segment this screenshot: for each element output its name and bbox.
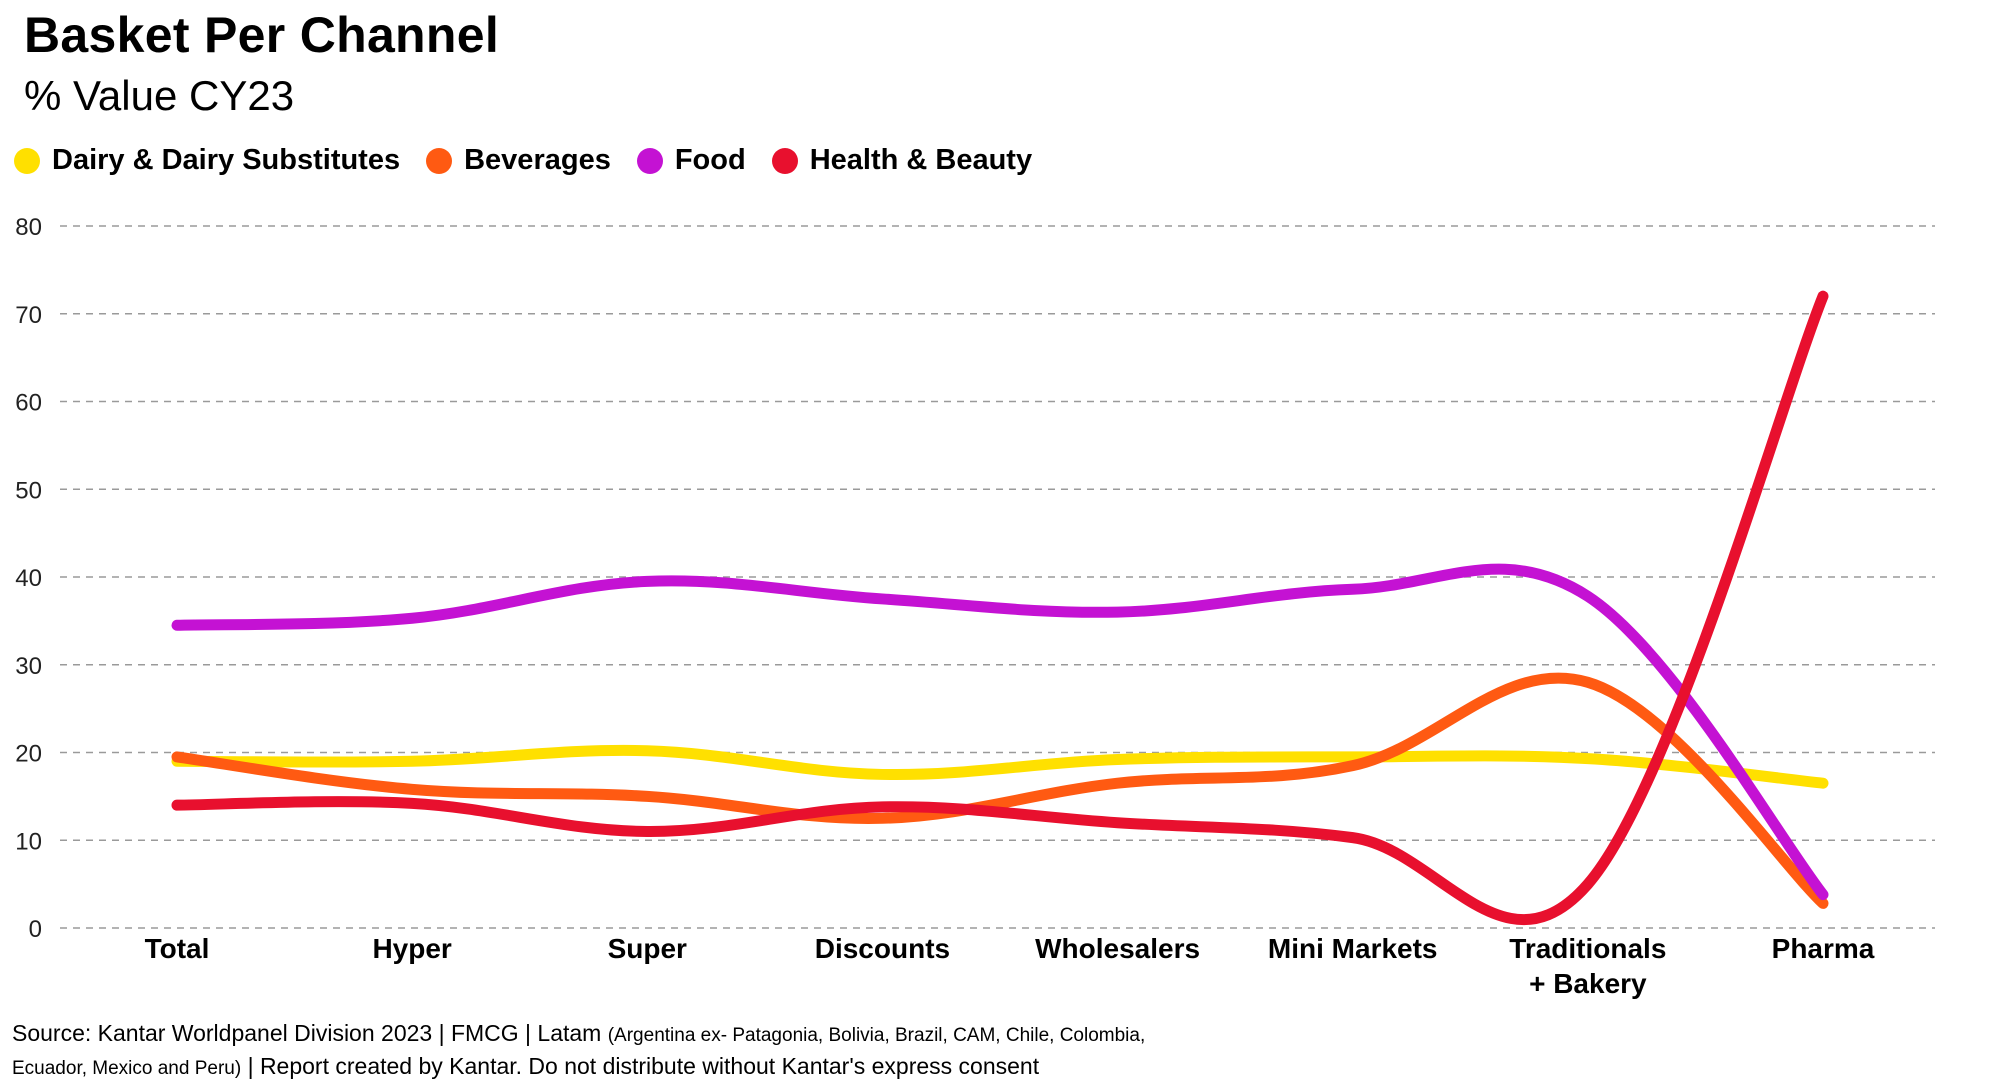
series-line-dairy-dairy-substitutes <box>171 744 1829 789</box>
chart-title: Basket Per Channel <box>24 7 500 63</box>
legend-label: Beverages <box>464 144 611 176</box>
legend-item-dairy: Dairy & Dairy Substitutes <box>14 144 400 177</box>
legend-dot-icon <box>426 147 453 174</box>
y-tick-label: 60 <box>15 390 42 417</box>
source-note: Source: Kantar Worldpanel Division 2023 … <box>12 1018 1412 1084</box>
y-tick-label: 10 <box>15 828 42 855</box>
x-tick-label: Traditionals <box>1509 933 1666 964</box>
y-tick-label: 50 <box>15 477 42 504</box>
x-tick-label: Wholesalers <box>1035 933 1200 964</box>
x-tick-label: Mini Markets <box>1268 933 1438 964</box>
series-line-food <box>171 563 1829 901</box>
source-detail-2: Ecuador, Mexico and Peru) <box>12 1058 242 1079</box>
source-main: Source: Kantar Worldpanel Division 2023 … <box>12 1020 602 1046</box>
x-tick-label: Total <box>145 933 210 964</box>
x-tick-label: Hyper <box>372 933 451 964</box>
legend-label: Food <box>674 144 746 176</box>
y-tick-label: 20 <box>15 741 42 768</box>
legend: Dairy & Dairy Substitutes Beverages Food… <box>14 144 1058 177</box>
legend-item-beverages: Beverages <box>426 144 611 177</box>
x-tick-label: + Bakery <box>1529 968 1647 999</box>
legend-label: Health & Beauty <box>809 144 1033 176</box>
legend-dot-icon <box>771 147 798 174</box>
x-tick-label: Discounts <box>815 933 950 964</box>
x-tick-label: Pharma <box>1772 933 1875 964</box>
x-tick-label: Super <box>608 933 687 964</box>
y-tick-label: 80 <box>15 214 42 241</box>
legend-item-health-beauty: Health & Beauty <box>771 144 1033 177</box>
source-tail: | Report created by Kantar. Do not distr… <box>247 1053 1040 1079</box>
series-line-beverages <box>171 672 1829 909</box>
legend-item-food: Food <box>636 144 746 177</box>
y-tick-label: 30 <box>15 653 42 680</box>
legend-dot-icon <box>14 147 40 174</box>
chart-subtitle: % Value CY23 <box>24 72 295 119</box>
legend-dot-icon <box>636 147 663 174</box>
source-detail-1: (Argentina ex- Patagonia, Bolivia, Brazi… <box>607 1025 1146 1046</box>
y-tick-label: 0 <box>29 916 42 943</box>
legend-label: Dairy & Dairy Substitutes <box>52 144 401 176</box>
y-tick-label: 40 <box>15 565 42 592</box>
y-tick-label: 70 <box>15 302 42 329</box>
series-line-health-beauty <box>171 290 1829 926</box>
